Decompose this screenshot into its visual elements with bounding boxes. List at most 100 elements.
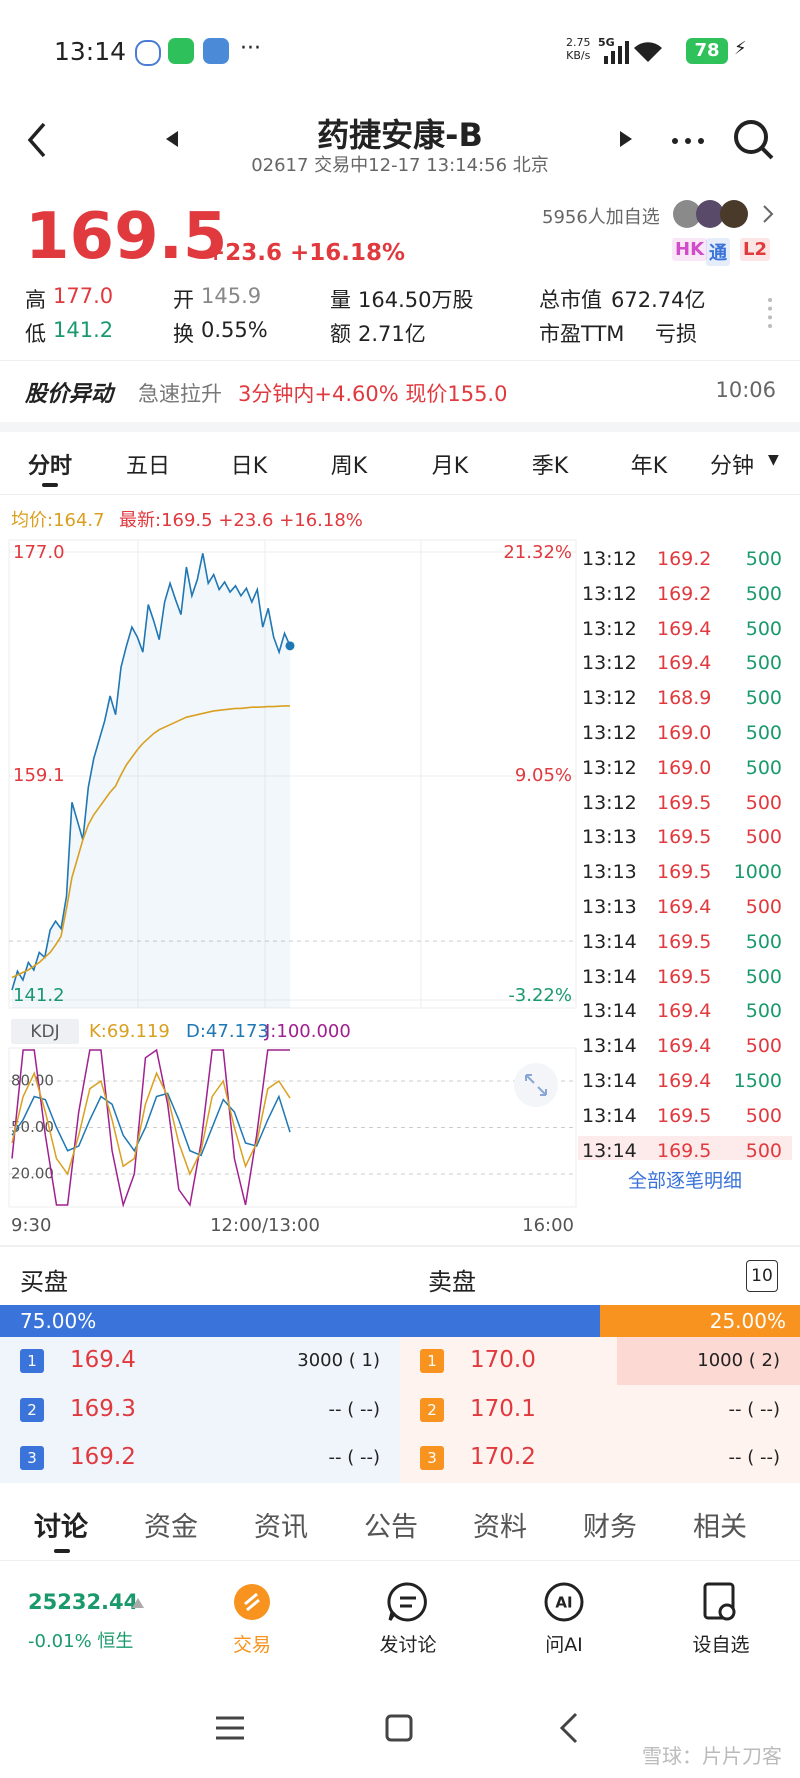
book-qty: -- ( --)	[728, 1447, 780, 1468]
tick-volume: 500	[745, 722, 782, 744]
time-label: 16:00	[522, 1215, 574, 1236]
tick-price: 169.4	[657, 652, 712, 675]
tick-price: 169.4	[657, 1000, 712, 1023]
nav-label[interactable]: 发讨论	[379, 1634, 437, 1656]
more-button[interactable]	[670, 136, 706, 146]
kdj-tag	[11, 1019, 79, 1044]
content-tab[interactable]: 资讯	[254, 1512, 308, 1543]
icon	[703, 1582, 736, 1621]
all-ticks-link[interactable]: 全部逐笔明细	[627, 1170, 742, 1192]
stat-value: 2.71亿	[358, 322, 426, 346]
svg-text:AI: AI	[555, 1594, 572, 1612]
tick-time: 13:14	[582, 1000, 637, 1023]
icon: AI	[544, 1582, 584, 1622]
book-price: 169.2	[70, 1444, 136, 1470]
tick-time: 13:12	[582, 791, 637, 814]
chart-tab[interactable]: 分钟	[709, 454, 754, 479]
divider	[0, 1245, 800, 1247]
more-handle	[768, 298, 776, 328]
avg-price: 均价:164.7	[11, 510, 105, 531]
nav-icon[interactable]	[386, 1580, 430, 1624]
pct-label: 21.32%	[503, 542, 572, 563]
stat-label: 开	[173, 288, 194, 312]
index-arrow	[132, 1598, 144, 1608]
tick-price: 169.5	[657, 930, 712, 953]
section-gap	[0, 422, 800, 432]
icon	[387, 1582, 427, 1622]
tick-volume: 500	[745, 896, 782, 918]
chart-tab[interactable]: 五日	[125, 454, 170, 479]
next-stock[interactable]	[618, 130, 634, 148]
nav-icon[interactable]	[230, 1580, 274, 1624]
tick-time: 13:12	[582, 652, 637, 675]
stat-label: 低	[25, 322, 46, 346]
nav-label[interactable]: 设自选	[692, 1634, 750, 1656]
chart-tab[interactable]: 周K	[330, 454, 368, 479]
stat-label: 市盈TTM	[539, 322, 625, 346]
kdj-tick-label: 80.00	[11, 1072, 54, 1090]
tick-volume: 500	[745, 1139, 782, 1160]
bid-title: 买盘	[20, 1268, 68, 1296]
content-tab[interactable]: 资料	[473, 1512, 527, 1543]
content-tab[interactable]: 资金	[144, 1512, 198, 1543]
speed-unit: KB/s	[566, 49, 591, 62]
tick-volume: 500	[745, 1104, 782, 1127]
tick-price: 169.0	[657, 756, 712, 779]
tick-volume: 500	[745, 1000, 782, 1023]
tick-volume: 500	[745, 791, 782, 814]
tick-volume: 1500	[733, 1070, 782, 1092]
chart-tab[interactable]: 年K	[630, 454, 668, 479]
ask-title: 卖盘	[428, 1268, 476, 1296]
nav-label[interactable]: 交易	[232, 1634, 271, 1656]
tick-time: 13:13	[582, 896, 637, 918]
badge: 通	[706, 238, 730, 266]
chart-tab[interactable]: 月K	[431, 454, 469, 479]
alert-detail: 3分钟内+4.60% 现价155.0	[238, 382, 508, 406]
back-button[interactable]	[24, 120, 52, 160]
pct-label: -3.22%	[508, 985, 572, 1006]
tick-time: 13:12	[582, 722, 637, 744]
last-price: 169.5	[25, 200, 228, 274]
content-tab[interactable]: 相关	[693, 1512, 747, 1543]
stat-label: 量	[330, 288, 351, 312]
app-icon	[135, 40, 161, 66]
content-tab[interactable]: 财务	[583, 1512, 637, 1543]
d-line	[11, 1092, 291, 1157]
tick-table: 13:12 169.2 500 13:12 169.2 500 13:12 169.4 500 1…	[578, 540, 792, 1160]
y-tick-label: 159.1	[13, 765, 65, 786]
tick-time: 13:12	[582, 617, 637, 640]
prev-stock[interactable]	[164, 130, 180, 148]
chart-frame	[8, 539, 577, 1009]
chart-tab[interactable]: 分时	[27, 454, 72, 479]
y-tick-label: 177.0	[13, 542, 65, 563]
nav-icon[interactable]: AI	[542, 1580, 586, 1624]
divider	[0, 494, 800, 495]
ask-ratio	[600, 1305, 800, 1337]
chart-tab[interactable]: 日K	[230, 454, 268, 479]
tick-time: 13:14	[582, 1070, 637, 1092]
badge: L2	[740, 238, 770, 261]
tick-time: 13:12	[582, 756, 637, 779]
tick-volume: 1000	[733, 861, 782, 884]
tick-time: 13:14	[582, 930, 637, 953]
watermark: 雪球：片片刀客	[642, 1744, 782, 1768]
content-tab[interactable]: 公告	[364, 1512, 418, 1543]
battery: 78	[686, 38, 728, 64]
followers: 5956人加自选	[542, 207, 660, 228]
search-button[interactable]	[732, 118, 776, 162]
chart-tab[interactable]: 季K	[531, 454, 569, 479]
depth-button[interactable]: 10	[746, 1260, 778, 1292]
tick-price: 168.9	[657, 687, 712, 710]
stat-value: 672.74亿	[611, 288, 706, 312]
divider	[0, 360, 800, 361]
book-price: 169.3	[70, 1395, 136, 1422]
y-tick-label: 141.2	[13, 985, 65, 1006]
content-tab[interactable]: 讨论	[34, 1512, 88, 1543]
nav-label[interactable]: 问AI	[545, 1634, 583, 1656]
nav-icon[interactable]	[699, 1580, 743, 1624]
tick-price: 169.4	[657, 1035, 712, 1058]
tick-volume: 500	[745, 965, 782, 988]
tick-price: 169.4	[657, 896, 712, 918]
d-label: D:47.173	[186, 1021, 269, 1042]
ask-qty-bg	[617, 1337, 800, 1385]
